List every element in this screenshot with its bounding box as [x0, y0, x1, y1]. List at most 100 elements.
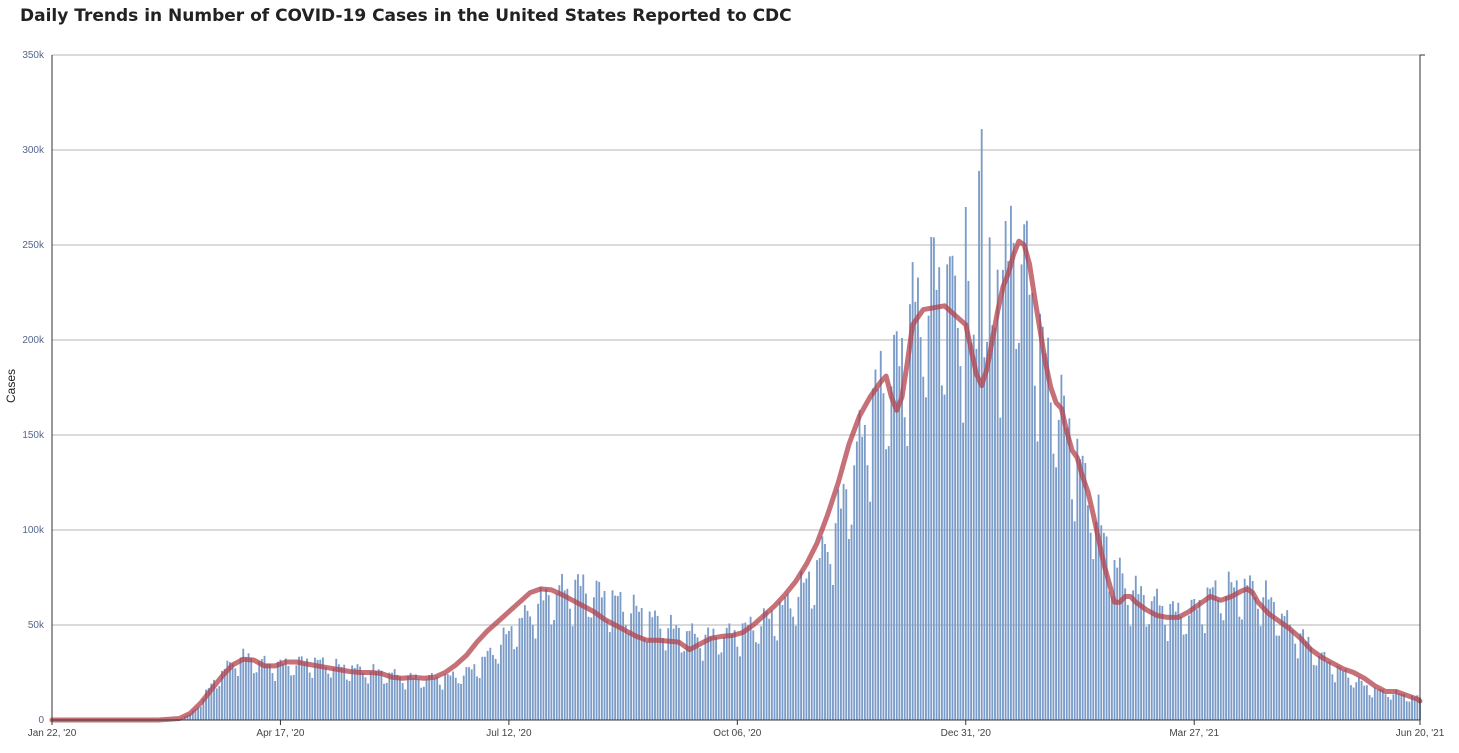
daily-case-bar [1182, 634, 1185, 720]
daily-case-bar [194, 708, 197, 720]
daily-case-bar [707, 627, 710, 720]
daily-case-bar [786, 593, 789, 720]
daily-case-bar [1203, 633, 1206, 720]
daily-case-bar [274, 680, 277, 720]
daily-case-bar [189, 713, 192, 720]
daily-case-bar [1416, 695, 1419, 720]
daily-case-bar [1033, 385, 1036, 720]
daily-case-bar [1121, 573, 1124, 720]
daily-case-bar [911, 262, 914, 720]
daily-case-bar [1265, 580, 1267, 720]
daily-case-bar [757, 643, 760, 720]
daily-case-bar [1068, 418, 1071, 720]
daily-case-bar [909, 304, 911, 720]
daily-case-bar [1291, 630, 1294, 720]
daily-case-bar [457, 683, 460, 720]
daily-case-bar [1299, 633, 1302, 720]
daily-case-bar [747, 625, 749, 720]
daily-case-bar [1395, 689, 1398, 720]
daily-case-bar [547, 595, 550, 720]
daily-case-bar [869, 501, 872, 720]
daily-case-bar [850, 524, 853, 720]
daily-case-bar [1057, 419, 1060, 720]
daily-case-bar [1002, 269, 1004, 720]
daily-case-bar [1403, 693, 1405, 720]
daily-case-bar [845, 489, 848, 720]
daily-case-bar [733, 630, 736, 720]
gridlines [52, 54, 1420, 626]
daily-case-bar [582, 574, 585, 720]
daily-case-bar [364, 677, 367, 720]
daily-case-bar [826, 551, 829, 720]
daily-case-bar [1411, 695, 1413, 720]
daily-case-bar [792, 616, 795, 720]
daily-case-bar [1172, 601, 1174, 720]
daily-case-bar [396, 674, 399, 720]
daily-case-bar [1047, 337, 1050, 720]
daily-case-bar [770, 610, 773, 720]
daily-case-bar [635, 605, 638, 720]
daily-case-bar [1272, 602, 1275, 720]
daily-case-bar [337, 664, 340, 720]
daily-case-bar [1413, 696, 1416, 720]
daily-case-bar [1180, 616, 1182, 720]
daily-case-bar [717, 654, 720, 720]
daily-case-bar [492, 654, 494, 720]
daily-case-bar [513, 649, 516, 720]
daily-case-bar [1267, 599, 1270, 720]
daily-case-bar [1206, 587, 1209, 720]
daily-case-bar [917, 277, 919, 720]
y-tick-label: 50k [28, 620, 45, 631]
daily-case-bar [295, 665, 298, 720]
daily-case-bar [630, 613, 632, 720]
daily-case-bar [569, 608, 571, 720]
daily-case-bar [863, 424, 866, 720]
daily-case-bar [768, 618, 771, 720]
daily-case-bar [571, 626, 574, 720]
daily-case-bar [332, 667, 335, 720]
daily-case-bar [914, 301, 917, 720]
daily-case-bar [1275, 635, 1278, 720]
daily-case-bar [1371, 697, 1374, 720]
daily-case-bar [608, 632, 611, 720]
daily-case-bar [680, 652, 683, 720]
daily-case-bar [542, 600, 545, 720]
daily-case-bar [1089, 532, 1092, 720]
daily-case-bar [1233, 587, 1235, 720]
daily-case-bar [861, 436, 864, 720]
daily-case-bar [818, 557, 821, 720]
daily-case-bar [372, 664, 375, 720]
y-tick-label: 200k [22, 335, 45, 346]
daily-case-bar [1012, 242, 1015, 720]
daily-case-bar [1302, 629, 1305, 720]
x-axis-ticks: Jan 22, '20 Apr 17, '20 Jul 12, '20 Oct 06,… [28, 720, 1445, 739]
daily-case-bar [1211, 587, 1214, 720]
y-tick-label: 250k [22, 240, 45, 251]
daily-case-bar [348, 681, 351, 720]
daily-case-bar [1134, 575, 1137, 720]
daily-case-bar [199, 706, 202, 720]
daily-case-bar [1214, 580, 1217, 720]
daily-case-bar [266, 663, 269, 720]
moving-average-line [49, 238, 1423, 723]
daily-case-bar [279, 659, 282, 720]
daily-case-bar [356, 664, 359, 720]
daily-case-bar [1368, 695, 1371, 720]
daily-case-bar [970, 342, 973, 720]
daily-case-bar [468, 667, 470, 720]
daily-case-bar [1257, 608, 1259, 720]
daily-case-bar [1400, 693, 1403, 720]
daily-case-bar [762, 608, 765, 720]
chart-title: Daily Trends in Number of COVID-19 Cases… [20, 6, 792, 26]
daily-case-bar [481, 656, 484, 720]
daily-case-bar [1249, 575, 1251, 720]
daily-case-bar [866, 465, 869, 720]
daily-case-bar [1326, 662, 1328, 720]
daily-case-bar [1081, 455, 1084, 720]
daily-case-bar [1296, 658, 1299, 720]
daily-case-bar [292, 675, 295, 720]
daily-case-bar [1129, 626, 1132, 720]
daily-case-bar [871, 388, 874, 720]
daily-case-bar [1164, 624, 1166, 720]
daily-case-bar [268, 663, 271, 720]
